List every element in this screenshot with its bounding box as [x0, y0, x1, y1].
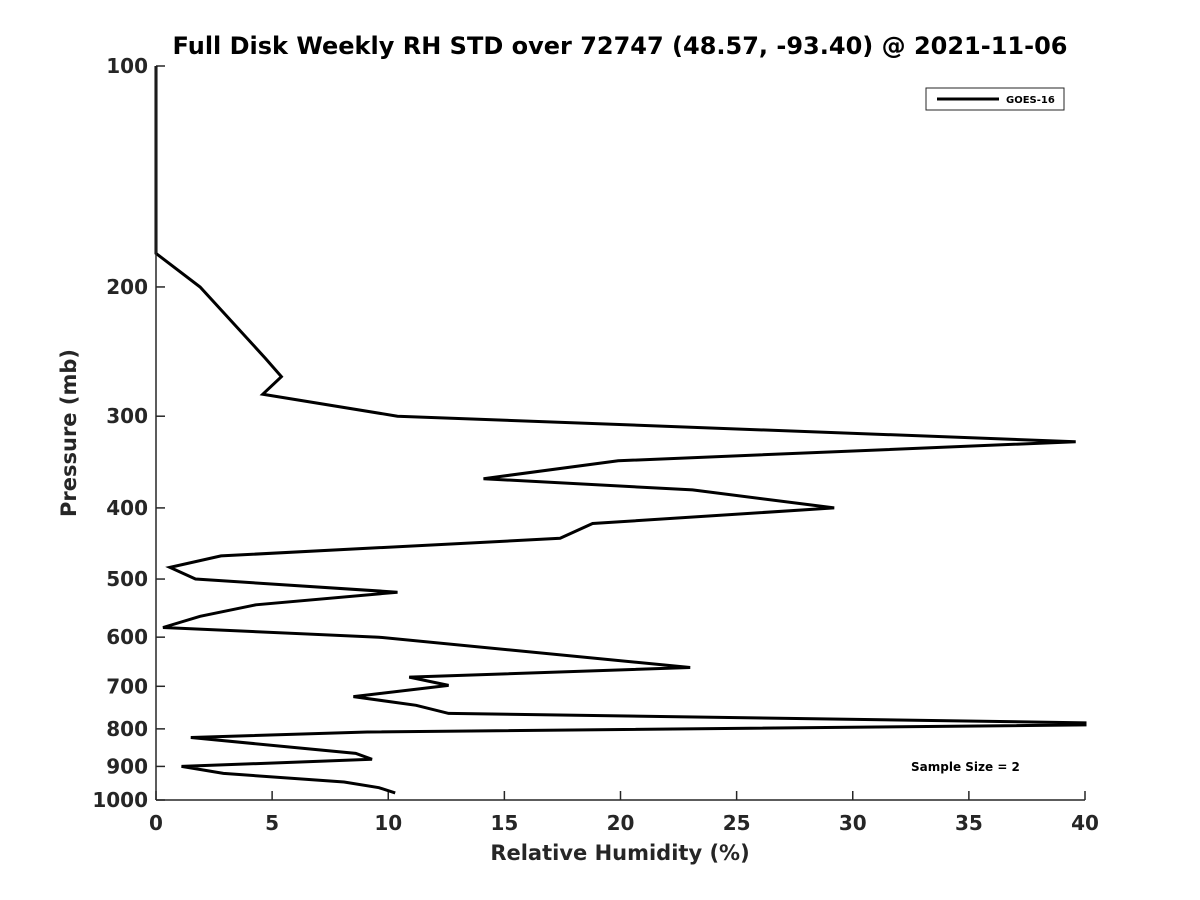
x-axis-label: Relative Humidity (%) [490, 841, 749, 865]
series-line-goes-16 [154, 66, 1087, 795]
y-tick-label: 600 [106, 625, 148, 649]
y-tick-label: 300 [106, 404, 148, 428]
x-tick-label: 20 [607, 811, 635, 835]
y-axis-label: Pressure (mb) [57, 349, 81, 517]
y-tick-label: 800 [106, 717, 148, 741]
x-axis-ticks: 0 5 10 15 20 25 30 35 40 [149, 791, 1099, 835]
x-tick-label: 40 [1071, 811, 1099, 835]
y-tick-label: 1000 [92, 788, 148, 812]
x-tick-label: 0 [149, 811, 163, 835]
y-tick-label: 400 [106, 496, 148, 520]
x-tick-label: 15 [490, 811, 518, 835]
x-tick-label: 30 [839, 811, 867, 835]
legend-label-goes-16: GOES-16 [1006, 95, 1055, 106]
y-tick-label: 900 [106, 754, 148, 778]
x-tick-label: 10 [374, 811, 402, 835]
y-tick-label: 100 [106, 54, 148, 78]
y-tick-label: 700 [106, 674, 148, 698]
x-tick-label: 35 [955, 811, 983, 835]
legend: GOES-16 [925, 87, 1065, 111]
y-axis-ticks: 100 200 300 400 500 600 700 800 900 1000 [92, 54, 165, 812]
x-tick-label: 25 [723, 811, 751, 835]
sample-size-annotation: Sample Size = 2 [911, 760, 1020, 774]
chart-title: Full Disk Weekly RH STD over 72747 (48.5… [173, 32, 1068, 60]
y-tick-label: 200 [106, 275, 148, 299]
y-tick-label: 500 [106, 567, 148, 591]
x-tick-label: 5 [265, 811, 279, 835]
